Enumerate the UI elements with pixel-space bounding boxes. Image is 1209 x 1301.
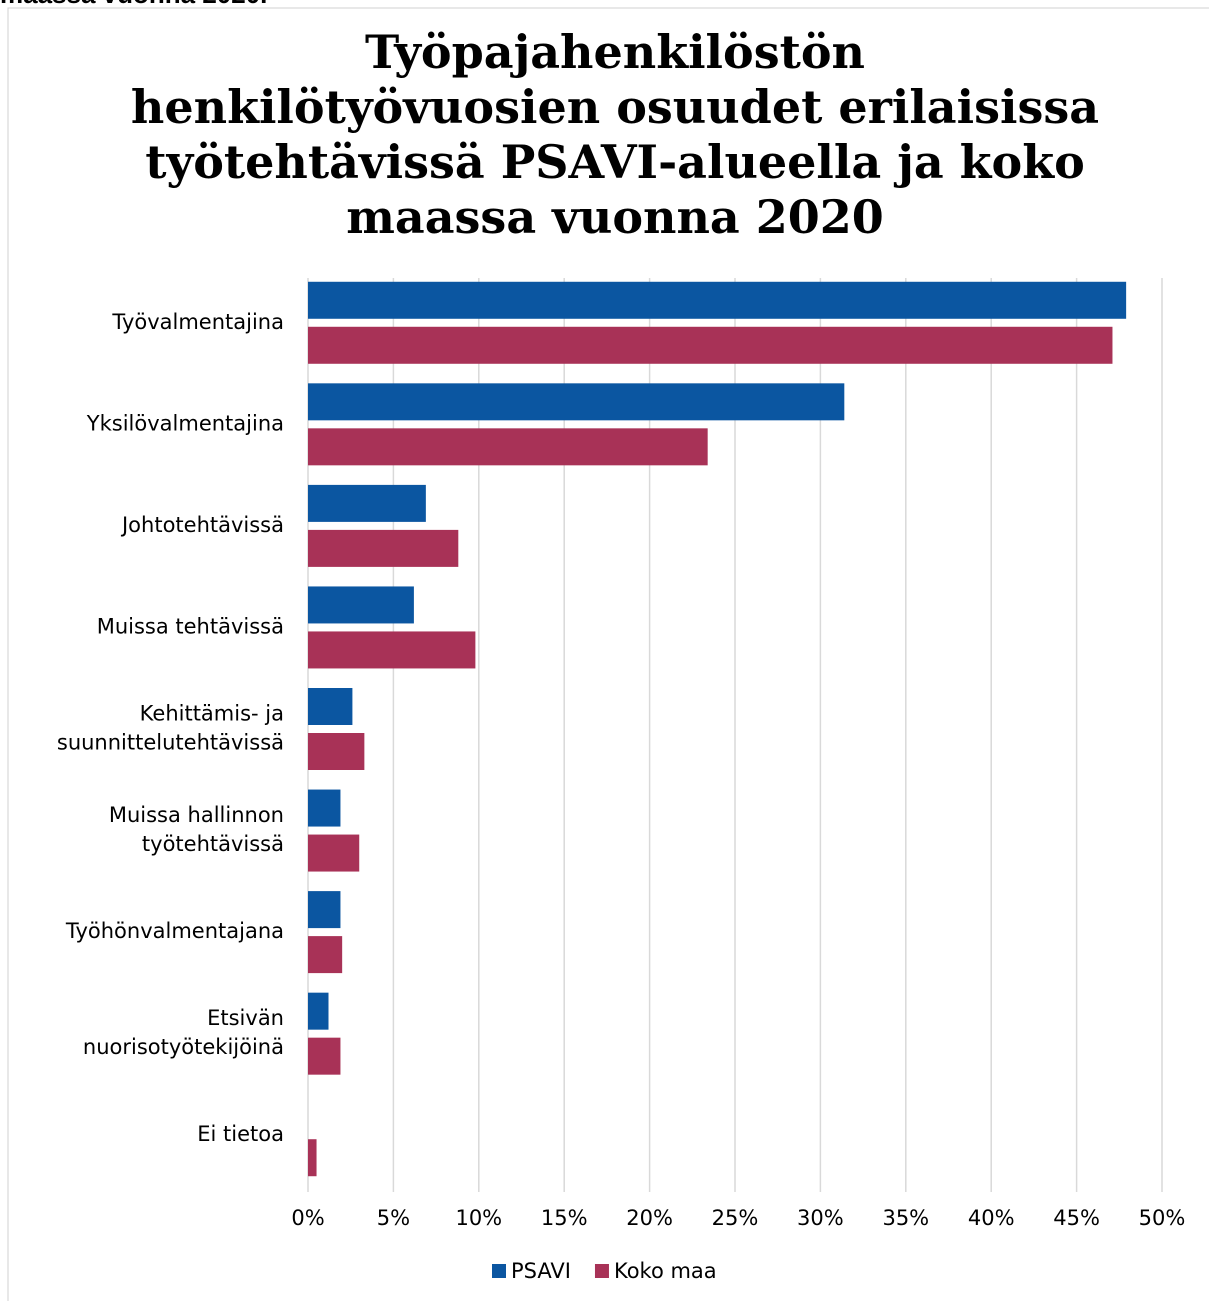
y-tick-label: Työvalmentajina [111,310,284,334]
y-tick-label: Työhönvalmentajana [65,919,284,943]
bar [308,631,476,669]
x-tick-label: 0% [291,1206,324,1230]
x-tick-label: 50% [1139,1206,1186,1230]
legend-label: PSAVI [511,1259,571,1283]
x-tick-label: 10% [455,1206,502,1230]
bar [308,992,329,1030]
x-tick-label: 35% [882,1206,929,1230]
legend-label: Koko maa [614,1259,717,1283]
y-tick-label: Kehittämis- ja suunnittelutehtävissä [57,702,284,755]
bar [308,936,343,974]
bar [308,428,708,466]
x-tick-label: 45% [1053,1206,1100,1230]
bar [308,383,845,421]
bar [308,688,353,725]
legend-swatch [492,1264,506,1278]
header-text: maassa vuonna 2020. [0,0,267,9]
bar [308,326,1113,364]
y-tick-label: Muissa tehtävissä [97,614,284,638]
y-tick-label: Muissa hallinnon työtehtävissä [109,803,284,856]
bar [308,789,341,827]
bar [308,891,341,929]
y-tick-label: Yksilövalmentajina [86,411,284,435]
bar [308,1037,341,1075]
bar [308,529,459,567]
x-tick-label: 30% [797,1206,844,1230]
bar [308,281,1127,319]
bar [308,586,414,624]
chart-title: Työpajahenkilöstön henkilötyövuosien osuu… [131,25,1099,244]
y-tick-label: Ei tietoa [197,1122,284,1146]
x-tick-label: 15% [541,1206,588,1230]
bar [308,733,365,770]
frame [7,7,1209,1301]
x-tick-label: 25% [712,1206,759,1230]
bar [308,484,426,522]
legend-swatch [594,1264,609,1278]
x-tick-label: 40% [968,1206,1015,1230]
x-tick-label: 20% [626,1206,673,1230]
bar [308,1139,317,1177]
bar [308,834,360,872]
y-tick-label: Johtotehtävissä [120,513,284,537]
x-tick-label: 5% [377,1206,410,1230]
y-tick-label: Etsivän nuorisotyötekijöinä [83,1006,284,1059]
